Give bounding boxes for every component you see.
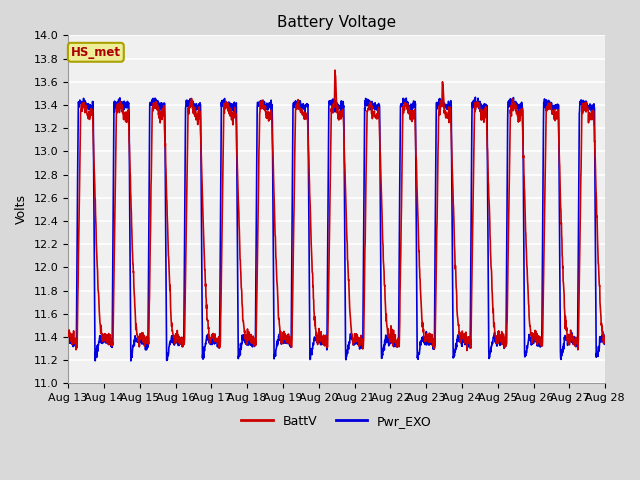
Pwr_EXO xyxy=(569,340,577,346)
BattV xyxy=(602,333,609,339)
Pwr_EXO xyxy=(472,95,479,100)
BattV xyxy=(64,332,72,338)
Legend: BattV, Pwr_EXO: BattV, Pwr_EXO xyxy=(236,410,437,433)
BattV xyxy=(353,339,360,345)
Title: Battery Voltage: Battery Voltage xyxy=(277,15,396,30)
Pwr_EXO xyxy=(127,358,134,364)
Pwr_EXO xyxy=(64,336,72,342)
Pwr_EXO xyxy=(602,332,609,337)
Pwr_EXO xyxy=(353,338,360,344)
Pwr_EXO xyxy=(493,343,501,349)
Pwr_EXO xyxy=(214,344,222,350)
BattV xyxy=(569,338,577,344)
BattV xyxy=(493,337,501,343)
BattV xyxy=(214,340,221,346)
Text: HS_met: HS_met xyxy=(71,46,121,59)
BattV xyxy=(463,348,471,353)
Y-axis label: Volts: Volts xyxy=(15,194,28,224)
BattV xyxy=(332,67,339,73)
Pwr_EXO xyxy=(554,106,562,112)
BattV xyxy=(554,112,562,118)
Line: BattV: BattV xyxy=(68,70,605,350)
BattV xyxy=(364,106,372,112)
Line: Pwr_EXO: Pwr_EXO xyxy=(68,97,605,361)
Pwr_EXO xyxy=(364,99,372,105)
